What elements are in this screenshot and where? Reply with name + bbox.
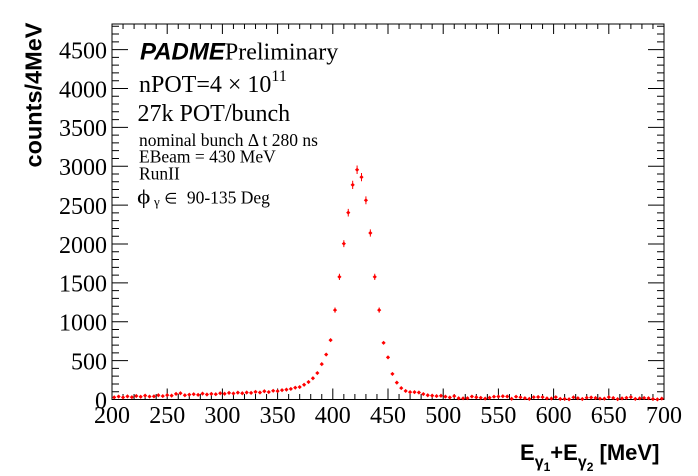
- svg-text:4000: 4000: [59, 77, 107, 103]
- svg-text:1000: 1000: [59, 311, 107, 337]
- svg-text:450: 450: [370, 403, 406, 429]
- svg-text:PADMEPreliminary: PADMEPreliminary: [140, 39, 338, 66]
- svg-text:500: 500: [71, 349, 107, 375]
- svg-text:1500: 1500: [59, 272, 107, 298]
- svg-text:600: 600: [536, 403, 572, 429]
- svg-text:nPOT=4 × 1011: nPOT=4 × 1011: [139, 68, 287, 98]
- svg-text:27k POT/bunch: 27k POT/bunch: [138, 101, 291, 127]
- svg-text:650: 650: [591, 403, 627, 429]
- svg-text:350: 350: [260, 403, 296, 429]
- svg-text:3000: 3000: [59, 155, 107, 181]
- svg-text:400: 400: [315, 403, 351, 429]
- svg-text:ϕγ∈90-135 Deg: ϕ γ ∈ 90-135 Deg: [137, 187, 270, 210]
- svg-text:2000: 2000: [59, 233, 107, 259]
- svg-text:EBeam = 430 MeV: EBeam = 430 MeV: [139, 147, 276, 167]
- svg-text:RunII: RunII: [139, 163, 180, 183]
- svg-text:4500: 4500: [59, 38, 107, 64]
- svg-text:500: 500: [425, 403, 461, 429]
- svg-text:2500: 2500: [59, 194, 107, 220]
- svg-text:300: 300: [204, 403, 240, 429]
- svg-text:0: 0: [95, 388, 107, 414]
- svg-text:550: 550: [480, 403, 516, 429]
- svg-text:nominal bunch Δ t 280 ns: nominal bunch Δ t 280 ns: [139, 130, 318, 150]
- svg-text:250: 250: [149, 403, 185, 429]
- svg-text:700: 700: [646, 403, 682, 429]
- svg-text:counts/4MeV: counts/4MeV: [21, 22, 47, 167]
- svg-text:200: 200: [94, 403, 130, 429]
- svg-text:3500: 3500: [59, 116, 107, 142]
